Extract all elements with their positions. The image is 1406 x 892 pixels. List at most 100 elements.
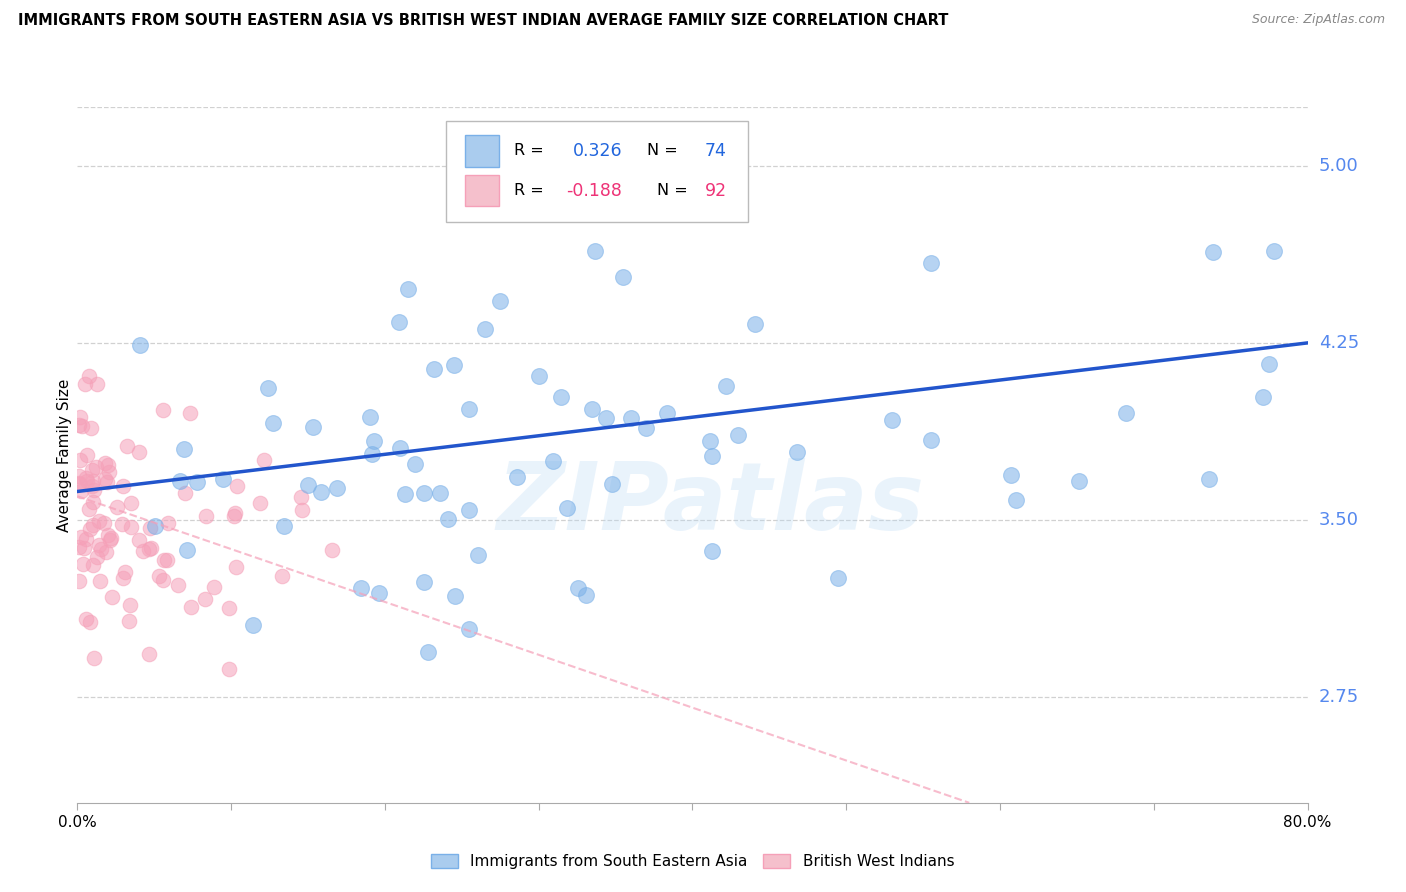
Point bbox=[86, 549, 108, 564]
Point bbox=[139, 541, 162, 556]
Point bbox=[138, 542, 160, 557]
Point bbox=[87, 538, 110, 552]
Point bbox=[714, 378, 737, 392]
Point bbox=[69, 410, 91, 425]
Point bbox=[98, 466, 121, 480]
Point bbox=[1253, 391, 1275, 405]
Text: 4.25: 4.25 bbox=[1319, 334, 1360, 351]
Point bbox=[98, 533, 121, 547]
Point bbox=[249, 496, 271, 510]
Point bbox=[202, 581, 225, 595]
Point bbox=[702, 544, 724, 558]
Point bbox=[73, 541, 96, 555]
Point bbox=[418, 645, 440, 659]
Point bbox=[186, 475, 208, 489]
Point bbox=[581, 402, 603, 417]
Point bbox=[467, 549, 489, 563]
Point bbox=[152, 403, 174, 417]
Point bbox=[89, 574, 111, 588]
Point bbox=[79, 522, 101, 536]
Point bbox=[84, 459, 107, 474]
Point bbox=[882, 413, 904, 427]
Point bbox=[413, 486, 436, 500]
Point bbox=[368, 586, 391, 600]
Point bbox=[100, 531, 122, 545]
Point bbox=[612, 269, 634, 284]
Text: R =: R = bbox=[515, 183, 548, 198]
Point bbox=[700, 449, 723, 463]
Point bbox=[101, 590, 124, 604]
Point bbox=[128, 533, 150, 548]
Y-axis label: Average Family Size: Average Family Size bbox=[56, 378, 72, 532]
Point bbox=[83, 483, 105, 498]
Point bbox=[1000, 467, 1022, 482]
Point bbox=[389, 441, 412, 455]
Point bbox=[138, 647, 160, 661]
Point bbox=[97, 458, 120, 472]
Point bbox=[543, 454, 565, 468]
Point bbox=[75, 471, 97, 485]
Point bbox=[583, 244, 606, 258]
Point bbox=[120, 599, 142, 613]
Point bbox=[595, 410, 617, 425]
Point bbox=[156, 516, 179, 530]
Text: 0.326: 0.326 bbox=[574, 142, 623, 160]
Point bbox=[506, 470, 529, 484]
Point bbox=[111, 479, 134, 493]
Point bbox=[363, 434, 385, 448]
Point bbox=[575, 588, 598, 602]
Point bbox=[224, 508, 246, 523]
Point bbox=[76, 448, 98, 462]
Point bbox=[173, 442, 195, 456]
Point bbox=[77, 501, 100, 516]
Text: 74: 74 bbox=[704, 142, 727, 160]
Point bbox=[80, 479, 103, 493]
Point bbox=[82, 518, 104, 533]
Point bbox=[94, 545, 117, 559]
Point bbox=[489, 294, 512, 309]
Point bbox=[76, 475, 98, 489]
Point bbox=[83, 651, 105, 665]
Text: 2.75: 2.75 bbox=[1319, 688, 1360, 706]
Point bbox=[786, 445, 808, 459]
Point bbox=[1069, 474, 1091, 488]
Point bbox=[273, 519, 295, 533]
Point bbox=[93, 516, 115, 531]
Point bbox=[262, 417, 284, 431]
Point bbox=[242, 618, 264, 632]
Point bbox=[1115, 406, 1137, 420]
Point bbox=[474, 322, 496, 336]
Point bbox=[128, 337, 150, 351]
Point bbox=[271, 568, 294, 582]
Point bbox=[114, 565, 136, 579]
Point bbox=[297, 478, 319, 492]
Point bbox=[128, 444, 150, 458]
Point bbox=[143, 518, 166, 533]
Point bbox=[302, 420, 325, 434]
Point bbox=[118, 615, 141, 629]
Point bbox=[82, 475, 104, 489]
Point bbox=[211, 472, 233, 486]
Point bbox=[166, 577, 188, 591]
Point bbox=[359, 410, 381, 425]
Point bbox=[194, 592, 217, 607]
FancyBboxPatch shape bbox=[465, 175, 499, 206]
Point bbox=[152, 573, 174, 587]
Legend: Immigrants from South Eastern Asia, British West Indians: Immigrants from South Eastern Asia, Brit… bbox=[425, 848, 960, 875]
Point bbox=[1258, 357, 1281, 371]
Point bbox=[169, 474, 191, 488]
Point bbox=[80, 462, 103, 476]
Point bbox=[105, 500, 128, 515]
Point bbox=[567, 581, 589, 595]
Point bbox=[218, 662, 240, 676]
Point bbox=[80, 421, 103, 435]
Point bbox=[67, 476, 90, 491]
Point bbox=[527, 368, 550, 383]
Point bbox=[225, 479, 247, 493]
Point bbox=[79, 615, 101, 629]
Point bbox=[290, 490, 312, 504]
Point bbox=[112, 570, 135, 584]
Point bbox=[394, 486, 416, 500]
Point bbox=[90, 541, 112, 556]
Point bbox=[72, 557, 94, 571]
